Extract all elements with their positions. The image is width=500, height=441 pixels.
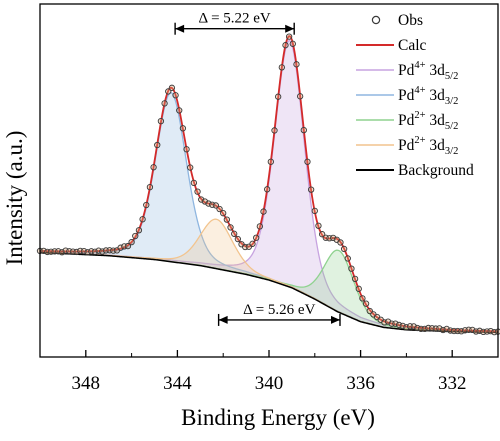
obs-point-74 (304, 158, 311, 165)
obs-point-49 (212, 202, 220, 209)
delta-arrowhead-left (218, 315, 228, 324)
annotation-layer: Δ = 5.22 eV Δ = 5.26 eV (174, 11, 341, 326)
x-axis-ticks: 348 344 340 336 332 (39, 350, 499, 394)
obs-point-31 (146, 183, 154, 191)
x-tick-label-344: 344 (163, 373, 192, 394)
obs-point-68 (282, 42, 289, 49)
obs-point-42 (187, 164, 194, 171)
legend-item-1: Obs (371, 12, 423, 29)
obs-point-62 (260, 208, 267, 215)
legend-item-7: Background (356, 162, 474, 179)
delta-label-1: Δ = 5.22 eV (199, 11, 271, 27)
obs-point-70 (289, 40, 296, 47)
obs-point-35 (161, 100, 168, 107)
delta-arrowhead-right (330, 315, 340, 324)
obs-point-73 (300, 126, 307, 134)
legend-item-5: Pd2+ 3d5/2 (356, 110, 458, 132)
obs-point-40 (179, 125, 187, 132)
obs-point-28 (135, 227, 143, 234)
obs-point-41 (183, 146, 190, 153)
obs-point-34 (157, 118, 165, 125)
x-tick-label-348: 348 (72, 373, 101, 394)
legend-item-3: Pd4+ 3d5/2 (356, 60, 458, 82)
obs-point-27 (132, 232, 139, 240)
background-layer (39, 251, 499, 334)
legend-label-5: Pd2+ 3d5/2 (398, 110, 458, 132)
calc-layer (39, 35, 499, 333)
obs-point-87 (351, 275, 359, 282)
obs-point-60 (253, 234, 260, 241)
obs-point-38 (172, 92, 179, 99)
legend-label-7: Background (398, 162, 474, 179)
obs-point-61 (256, 223, 263, 230)
legend-item-6: Pd2+ 3d3/2 (356, 135, 458, 157)
obs-point-75 (307, 186, 315, 193)
obs-point-90 (362, 300, 370, 307)
obs-point-51 (220, 210, 227, 217)
obs-point-39 (176, 107, 183, 114)
delta-arrowhead-right (285, 24, 295, 33)
obs-point-64 (267, 158, 274, 165)
obs-point-25 (124, 242, 132, 250)
legend: Obs Calc Pd4+ 3d5/2 Pd4+ 3d3/2 Pd2+ 3d5/2 Pd2… (356, 12, 474, 179)
delta-annotation-1: Δ = 5.22 eV (174, 11, 295, 35)
obs-point-36 (165, 88, 172, 95)
peak-fill-layer (39, 39, 499, 333)
obs-point-26 (128, 238, 135, 246)
obs-point-55 (234, 235, 242, 243)
obs-point-78 (318, 231, 326, 238)
delta-label-2: Δ = 5.26 eV (243, 302, 315, 318)
delta-arrowhead-left (175, 24, 185, 33)
legend-label-6: Pd2+ 3d3/2 (398, 135, 458, 157)
x-tick-label-340: 340 (255, 373, 284, 394)
obs-point-65 (271, 127, 278, 134)
obs-point-88 (355, 285, 362, 292)
obs-point-53 (227, 224, 234, 231)
delta-annotation-2: Δ = 5.26 eV (217, 302, 341, 326)
legend-label-1: Obs (398, 12, 423, 29)
legend-label-3: Pd4+ 3d5/2 (398, 60, 458, 82)
peak-fill-1 (40, 40, 498, 333)
obs-point-32 (150, 164, 157, 171)
obs-point-30 (143, 201, 150, 209)
obs-point-63 (264, 186, 271, 193)
obs-point-83 (337, 239, 344, 246)
legend-item-4: Pd4+ 3d3/2 (356, 85, 458, 107)
background-line (39, 251, 499, 334)
legend-item-2: Calc (356, 37, 427, 54)
obs-point-84 (340, 245, 348, 253)
observed-markers-layer (36, 33, 500, 336)
x-tick-label-332: 332 (438, 373, 467, 394)
obs-point-77 (315, 222, 322, 229)
obs-point-72 (296, 93, 304, 100)
legend-marker-obs (371, 15, 381, 25)
obs-point-37 (168, 84, 176, 91)
obs-point-89 (359, 295, 366, 302)
calc-line (39, 35, 499, 333)
legend-label-2: Calc (398, 37, 427, 54)
obs-point-86 (348, 265, 355, 272)
obs-point-85 (344, 255, 351, 262)
x-tick-label-336: 336 (346, 373, 375, 394)
obs-point-69 (285, 33, 293, 40)
obs-point-33 (154, 141, 161, 149)
obs-point-67 (278, 64, 285, 71)
obs-point-71 (293, 61, 300, 68)
obs-point-59 (249, 240, 256, 247)
y-axis-label: Intensity (a.u.) (2, 131, 27, 266)
obs-point-66 (275, 93, 282, 100)
obs-point-76 (311, 207, 318, 215)
obs-point-29 (139, 216, 146, 223)
obs-point-50 (216, 205, 223, 213)
obs-point-43 (190, 179, 198, 187)
x-axis-label: Binding Energy (eV) (181, 405, 375, 430)
obs-point-44 (194, 188, 201, 195)
obs-point-54 (231, 230, 238, 237)
obs-point-52 (223, 216, 231, 223)
legend-label-4: Pd4+ 3d3/2 (398, 85, 458, 107)
